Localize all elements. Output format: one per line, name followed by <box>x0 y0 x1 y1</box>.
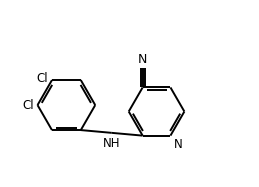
Text: Cl: Cl <box>22 99 34 112</box>
Text: N: N <box>138 53 147 65</box>
Text: N: N <box>174 138 182 151</box>
Text: NH: NH <box>103 137 120 151</box>
Text: Cl: Cl <box>37 72 48 85</box>
